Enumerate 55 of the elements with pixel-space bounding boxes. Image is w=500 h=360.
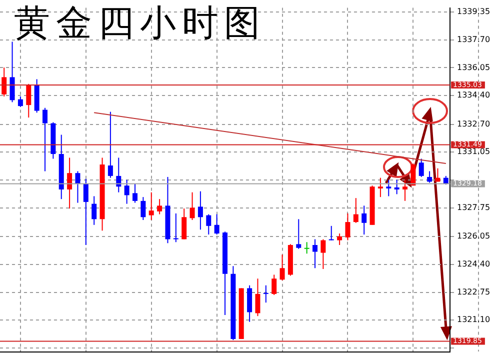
candlestick [394,179,400,195]
candlestick [418,158,424,178]
y-tick-label: 1326.05 [457,232,490,241]
candlestick [75,170,80,204]
candlestick [378,177,383,198]
y-tick-label: 1331.05 [457,147,490,156]
chart-title: 黄金四小时图 [14,2,266,46]
candlestick [157,198,162,215]
candlestick [435,168,440,182]
candlestick [255,278,260,317]
candlestick [402,179,408,202]
candlestick [312,238,318,269]
candlestick [362,205,367,236]
candlestick [198,190,203,230]
candlestick [280,254,285,281]
candlestick [345,212,350,241]
candlestick [304,242,310,254]
candlestick [427,170,432,184]
candlestick [353,198,358,224]
candlestick [10,41,15,103]
y-tick-label: 1327.75 [457,202,490,212]
y-tick-label: 1332.70 [457,119,490,128]
candlestick [148,192,154,221]
candlestick [320,238,326,270]
candlestick [42,107,48,172]
candlestick [206,214,212,236]
candlestick [328,225,334,241]
candlestick [296,218,302,250]
y-tick-label: 1336.05 [457,62,490,72]
candlestick [337,233,342,246]
y-tick-label: 1322.75 [457,287,490,296]
candlestick [190,192,195,221]
candlestick [247,284,252,322]
candlestick [26,83,32,118]
candlestick [67,157,72,210]
candlestick [263,284,268,304]
candlestick [108,111,113,178]
candlestick [2,67,7,97]
y-tick-label: 1324.40 [457,259,490,268]
candlestick [386,179,392,197]
candlestick [83,178,88,246]
candlestick [140,196,146,221]
candlestick [92,196,97,226]
candlestick [272,274,277,296]
candlestick [182,208,187,240]
candlestick [18,96,23,108]
y-tick-label: 1339.35 [457,7,490,16]
candlestick [173,212,178,243]
candlestick [124,179,130,204]
y-tick-label: 1334.40 [457,90,490,100]
candlestick [132,183,138,204]
candlestick [410,162,416,186]
y-tick-label: 1337.70 [457,34,490,44]
candlestick [214,214,220,236]
y-tick-label: 1321.10 [457,315,490,324]
